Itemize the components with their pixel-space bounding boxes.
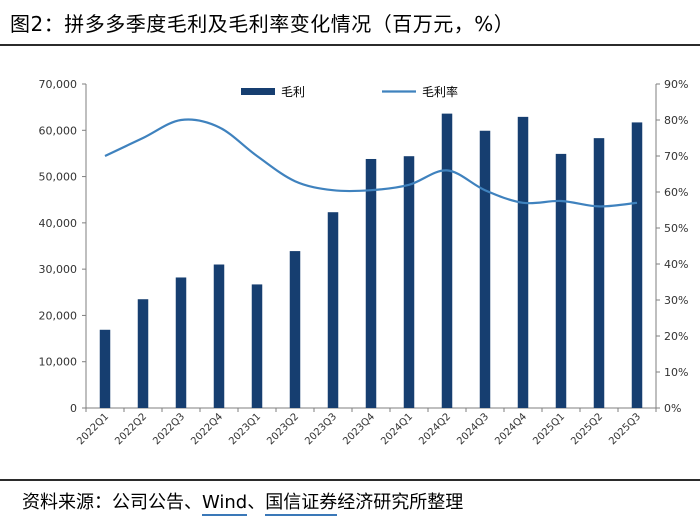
gross-profit-chart: 2022Q1 2022Q2 2022Q3 2022Q4 2023Q1 2023Q2 2023… — [39, 78, 689, 447]
bar — [365, 158, 377, 408]
right-y-tick-label: 20% — [664, 330, 688, 343]
right-y-tick-label: 80% — [664, 114, 688, 127]
right-y-tick-label: 60% — [664, 186, 688, 199]
left-y-tick-label: 10,000 — [39, 356, 78, 369]
bar — [479, 130, 491, 408]
bar — [441, 113, 453, 408]
x-tick-label: 2024Q2 — [417, 411, 453, 447]
source-separator: 、 — [247, 492, 266, 513]
left-y-tick-label: 60,000 — [39, 124, 78, 137]
x-tick-label: 2025Q2 — [569, 411, 605, 447]
source-note: 资料来源：公司公告、Wind、国信证券经济研究所整理 — [22, 488, 464, 516]
bar — [517, 116, 529, 408]
bar — [99, 329, 111, 408]
left-y-tick-label: 30,000 — [39, 263, 78, 276]
right-y-tick-labels: 0% 10% 20% 30% 40% 50% 60% 70% 80% 90% — [664, 78, 688, 415]
bar — [631, 122, 643, 408]
x-tick-label: 2022Q2 — [113, 411, 149, 447]
right-y-tick-label: 40% — [664, 258, 688, 271]
gross-margin-line — [104, 118, 638, 208]
bar — [555, 153, 567, 408]
left-y-tick-label: 70,000 — [39, 78, 78, 91]
bar — [403, 156, 415, 408]
bar — [251, 284, 263, 408]
bar — [175, 277, 187, 408]
x-tick-label: 2024Q1 — [379, 411, 415, 447]
x-tick-label: 2025Q3 — [607, 411, 643, 447]
source-prefix: 资料来源：公司公告、 — [22, 492, 202, 513]
x-tick-label: 2023Q2 — [265, 411, 301, 447]
bar — [593, 138, 605, 408]
x-tick-label: 2023Q1 — [227, 411, 263, 447]
legend-bar-label: 毛利 — [281, 85, 305, 99]
legend-line-label: 毛利率 — [422, 84, 458, 99]
right-y-tick-label: 10% — [664, 366, 688, 379]
bar-series — [99, 113, 643, 408]
left-y-tick-labels: 0 10,000 20,000 30,000 40,000 50,000 60,000 70,… — [39, 78, 78, 415]
right-y-tick-label: 30% — [664, 294, 688, 307]
right-y-tick-label: 50% — [664, 222, 688, 235]
legend: 毛利 毛利率 — [241, 84, 458, 99]
x-tick-label: 2022Q1 — [75, 411, 111, 447]
x-tick-label: 2024Q4 — [493, 411, 529, 447]
legend-bar-swatch — [241, 88, 275, 95]
footer-divider — [0, 479, 700, 481]
bar — [289, 251, 301, 408]
x-tick-label: 2023Q3 — [303, 411, 339, 447]
x-tick-label: 2023Q4 — [341, 411, 377, 447]
left-y-tick-label: 40,000 — [39, 217, 78, 230]
bar — [213, 264, 225, 408]
x-tick-label: 2025Q1 — [531, 411, 567, 447]
right-y-tick-label: 70% — [664, 150, 688, 163]
source-org-link[interactable]: 国信证券 — [265, 492, 338, 516]
x-tick-label: 2022Q3 — [151, 411, 187, 447]
bar — [137, 299, 149, 408]
left-y-tick-label: 20,000 — [39, 309, 78, 322]
x-tick-label: 2024Q3 — [455, 411, 491, 447]
bar — [327, 212, 339, 408]
right-y-tick-label: 0% — [664, 402, 681, 415]
left-y-tick-label: 50,000 — [39, 171, 78, 184]
x-tick-labels: 2022Q1 2022Q2 2022Q3 2022Q4 2023Q1 2023Q2 2023… — [75, 411, 643, 447]
source-wind-link[interactable]: Wind — [202, 492, 248, 516]
chart-title: 图2：拼多多季度毛利及毛利率变化情况（百万元，%） — [10, 12, 515, 36]
source-suffix: 经济研究所整理 — [337, 492, 464, 513]
x-tick-label: 2022Q4 — [189, 411, 225, 447]
right-y-tick-label: 90% — [664, 78, 688, 91]
left-y-tick-label: 0 — [70, 402, 77, 415]
title-divider — [0, 44, 700, 46]
